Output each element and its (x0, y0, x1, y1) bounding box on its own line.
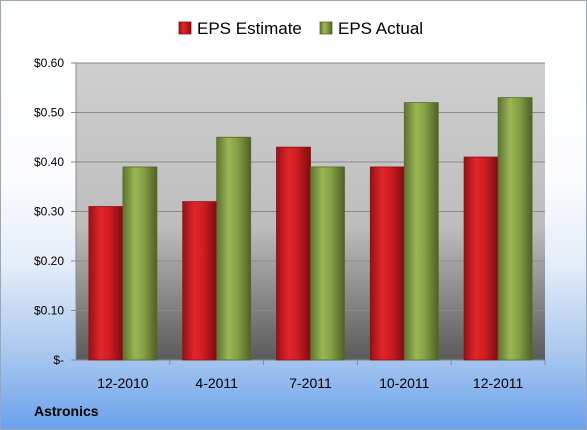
x-tick-label: 7-2011 (289, 375, 332, 391)
y-tick-label: $0.40 (34, 155, 64, 169)
x-tick-label: 12-2011 (473, 375, 524, 391)
y-tick-label: $- (53, 353, 64, 367)
x-tick-label: 10-2011 (379, 375, 430, 391)
y-tick-label: $0.50 (34, 106, 64, 120)
y-tick-label: $0.10 (34, 304, 64, 318)
legend-label: EPS Estimate (197, 19, 302, 38)
legend: EPS Estimate EPS Actual (178, 19, 423, 38)
actual-bar-legend-swatch (319, 21, 333, 35)
actual-bar (310, 166, 345, 361)
plot-area: $- $0.10 $0.20 $0.30 $0.40 $0.50 $0.60 12-2010 4… (34, 56, 546, 391)
x-tick-label: 4-2011 (195, 375, 238, 391)
company-name: Astronics (34, 403, 99, 419)
estimate-bar (88, 206, 124, 361)
estimate-bar-legend-swatch (178, 21, 192, 35)
actual-bar (403, 102, 439, 361)
actual-bar (216, 136, 252, 361)
estimate-bar (182, 201, 218, 361)
estimate-bar (463, 156, 499, 361)
actual-bar (122, 166, 158, 361)
y-tick-label: $0.20 (34, 254, 64, 268)
y-tick-label: $0.30 (34, 205, 64, 219)
actual-bar (497, 97, 533, 361)
estimate-bar (369, 166, 405, 361)
legend-label: EPS Actual (338, 19, 423, 38)
y-tick-label: $0.60 (34, 56, 64, 70)
estimate-bar (276, 146, 311, 361)
x-tick-label: 12-2010 (97, 375, 149, 391)
